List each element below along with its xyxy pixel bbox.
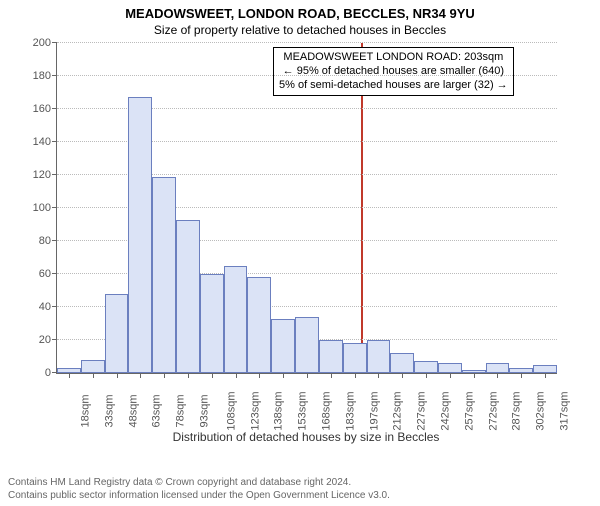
xtick-label: 138sqm (273, 391, 285, 430)
xtick-label: 18sqm (79, 394, 91, 427)
xtick-mark (93, 373, 94, 378)
ytick-label: 0 (45, 367, 57, 379)
xtick-mark (355, 373, 356, 378)
ytick-label: 80 (39, 235, 57, 247)
histogram-bar (390, 353, 414, 373)
xtick-mark (545, 373, 546, 378)
xtick-mark (188, 373, 189, 378)
xtick-label: 123sqm (249, 391, 261, 430)
histogram-bar (224, 266, 248, 373)
xtick-label: 108sqm (225, 391, 237, 430)
annotation-box: MEADOWSWEET LONDON ROAD: 203sqm← 95% of … (273, 47, 514, 96)
footer-line-2: Contains public sector information licen… (8, 490, 390, 503)
histogram-bar (81, 360, 105, 373)
xtick-label: 242sqm (440, 391, 452, 430)
histogram-bar (367, 340, 391, 373)
ytick-mark (52, 273, 57, 274)
annotation-line: ← 95% of detached houses are smaller (64… (279, 65, 508, 79)
ytick-label: 180 (33, 70, 57, 82)
xtick-label: 63sqm (151, 394, 163, 427)
x-axis-label: Distribution of detached houses by size … (56, 430, 556, 444)
xtick-mark (307, 373, 308, 378)
footer-attribution: Contains HM Land Registry data © Crown c… (8, 477, 390, 502)
ytick-label: 140 (33, 136, 57, 148)
histogram-bar (438, 363, 462, 373)
xtick-mark (497, 373, 498, 378)
xtick-label: 317sqm (559, 391, 571, 430)
histogram-bar (176, 220, 200, 373)
xtick-label: 93sqm (198, 394, 210, 427)
chart-title-main: MEADOWSWEET, LONDON ROAD, BECCLES, NR34 … (0, 6, 600, 21)
ytick-mark (52, 108, 57, 109)
xtick-label: 257sqm (463, 391, 475, 430)
histogram-bar (152, 177, 176, 373)
xtick-label: 302sqm (535, 391, 547, 430)
chart-title-sub: Size of property relative to detached ho… (0, 23, 600, 37)
annotation-line: 5% of semi-detached houses are larger (3… (279, 79, 508, 93)
ytick-mark (52, 207, 57, 208)
histogram-bar (414, 361, 438, 373)
ytick-label: 100 (33, 202, 57, 214)
ytick-mark (52, 339, 57, 340)
histogram-bar (343, 343, 367, 373)
xtick-label: 153sqm (297, 391, 309, 430)
ytick-label: 120 (33, 169, 57, 181)
histogram-bar (105, 294, 129, 373)
xtick-label: 78sqm (175, 394, 187, 427)
xtick-mark (117, 373, 118, 378)
ytick-mark (52, 306, 57, 307)
gridline-h (57, 42, 557, 43)
ytick-label: 40 (39, 301, 57, 313)
ytick-mark (52, 141, 57, 142)
ytick-mark (52, 174, 57, 175)
xtick-mark (378, 373, 379, 378)
xtick-mark (212, 373, 213, 378)
histogram-bar (319, 340, 343, 373)
xtick-mark (521, 373, 522, 378)
xtick-label: 287sqm (511, 391, 523, 430)
xtick-mark (331, 373, 332, 378)
xtick-label: 227sqm (416, 391, 428, 430)
histogram-bar (271, 319, 295, 373)
xtick-label: 197sqm (368, 391, 380, 430)
xtick-mark (426, 373, 427, 378)
xtick-mark (283, 373, 284, 378)
histogram-bar (200, 274, 224, 373)
ytick-mark (52, 42, 57, 43)
histogram-bar (295, 317, 319, 373)
xtick-label: 183sqm (344, 391, 356, 430)
xtick-mark (164, 373, 165, 378)
xtick-mark (450, 373, 451, 378)
xtick-mark (402, 373, 403, 378)
ytick-label: 160 (33, 103, 57, 115)
xtick-mark (259, 373, 260, 378)
ytick-label: 20 (39, 334, 57, 346)
xtick-mark (474, 373, 475, 378)
xtick-label: 212sqm (392, 391, 404, 430)
xtick-mark (140, 373, 141, 378)
xtick-label: 272sqm (487, 391, 499, 430)
xtick-mark (236, 373, 237, 378)
histogram-bar (533, 365, 557, 373)
chart-area: Number of detached properties MEADOWSWEE… (56, 43, 600, 374)
histogram-bar (247, 277, 271, 373)
histogram-bar (486, 363, 510, 373)
xtick-label: 33sqm (103, 394, 115, 427)
annotation-line: MEADOWSWEET LONDON ROAD: 203sqm (279, 51, 508, 65)
ytick-label: 200 (33, 37, 57, 49)
plot-region: MEADOWSWEET LONDON ROAD: 203sqm← 95% of … (56, 43, 557, 374)
xtick-label: 168sqm (321, 391, 333, 430)
xtick-mark (69, 373, 70, 378)
ytick-mark (52, 240, 57, 241)
gridline-h (57, 75, 557, 76)
ytick-label: 60 (39, 268, 57, 280)
histogram-bar (128, 97, 152, 373)
footer-line-1: Contains HM Land Registry data © Crown c… (8, 477, 390, 490)
ytick-mark (52, 75, 57, 76)
xtick-label: 48sqm (127, 394, 139, 427)
